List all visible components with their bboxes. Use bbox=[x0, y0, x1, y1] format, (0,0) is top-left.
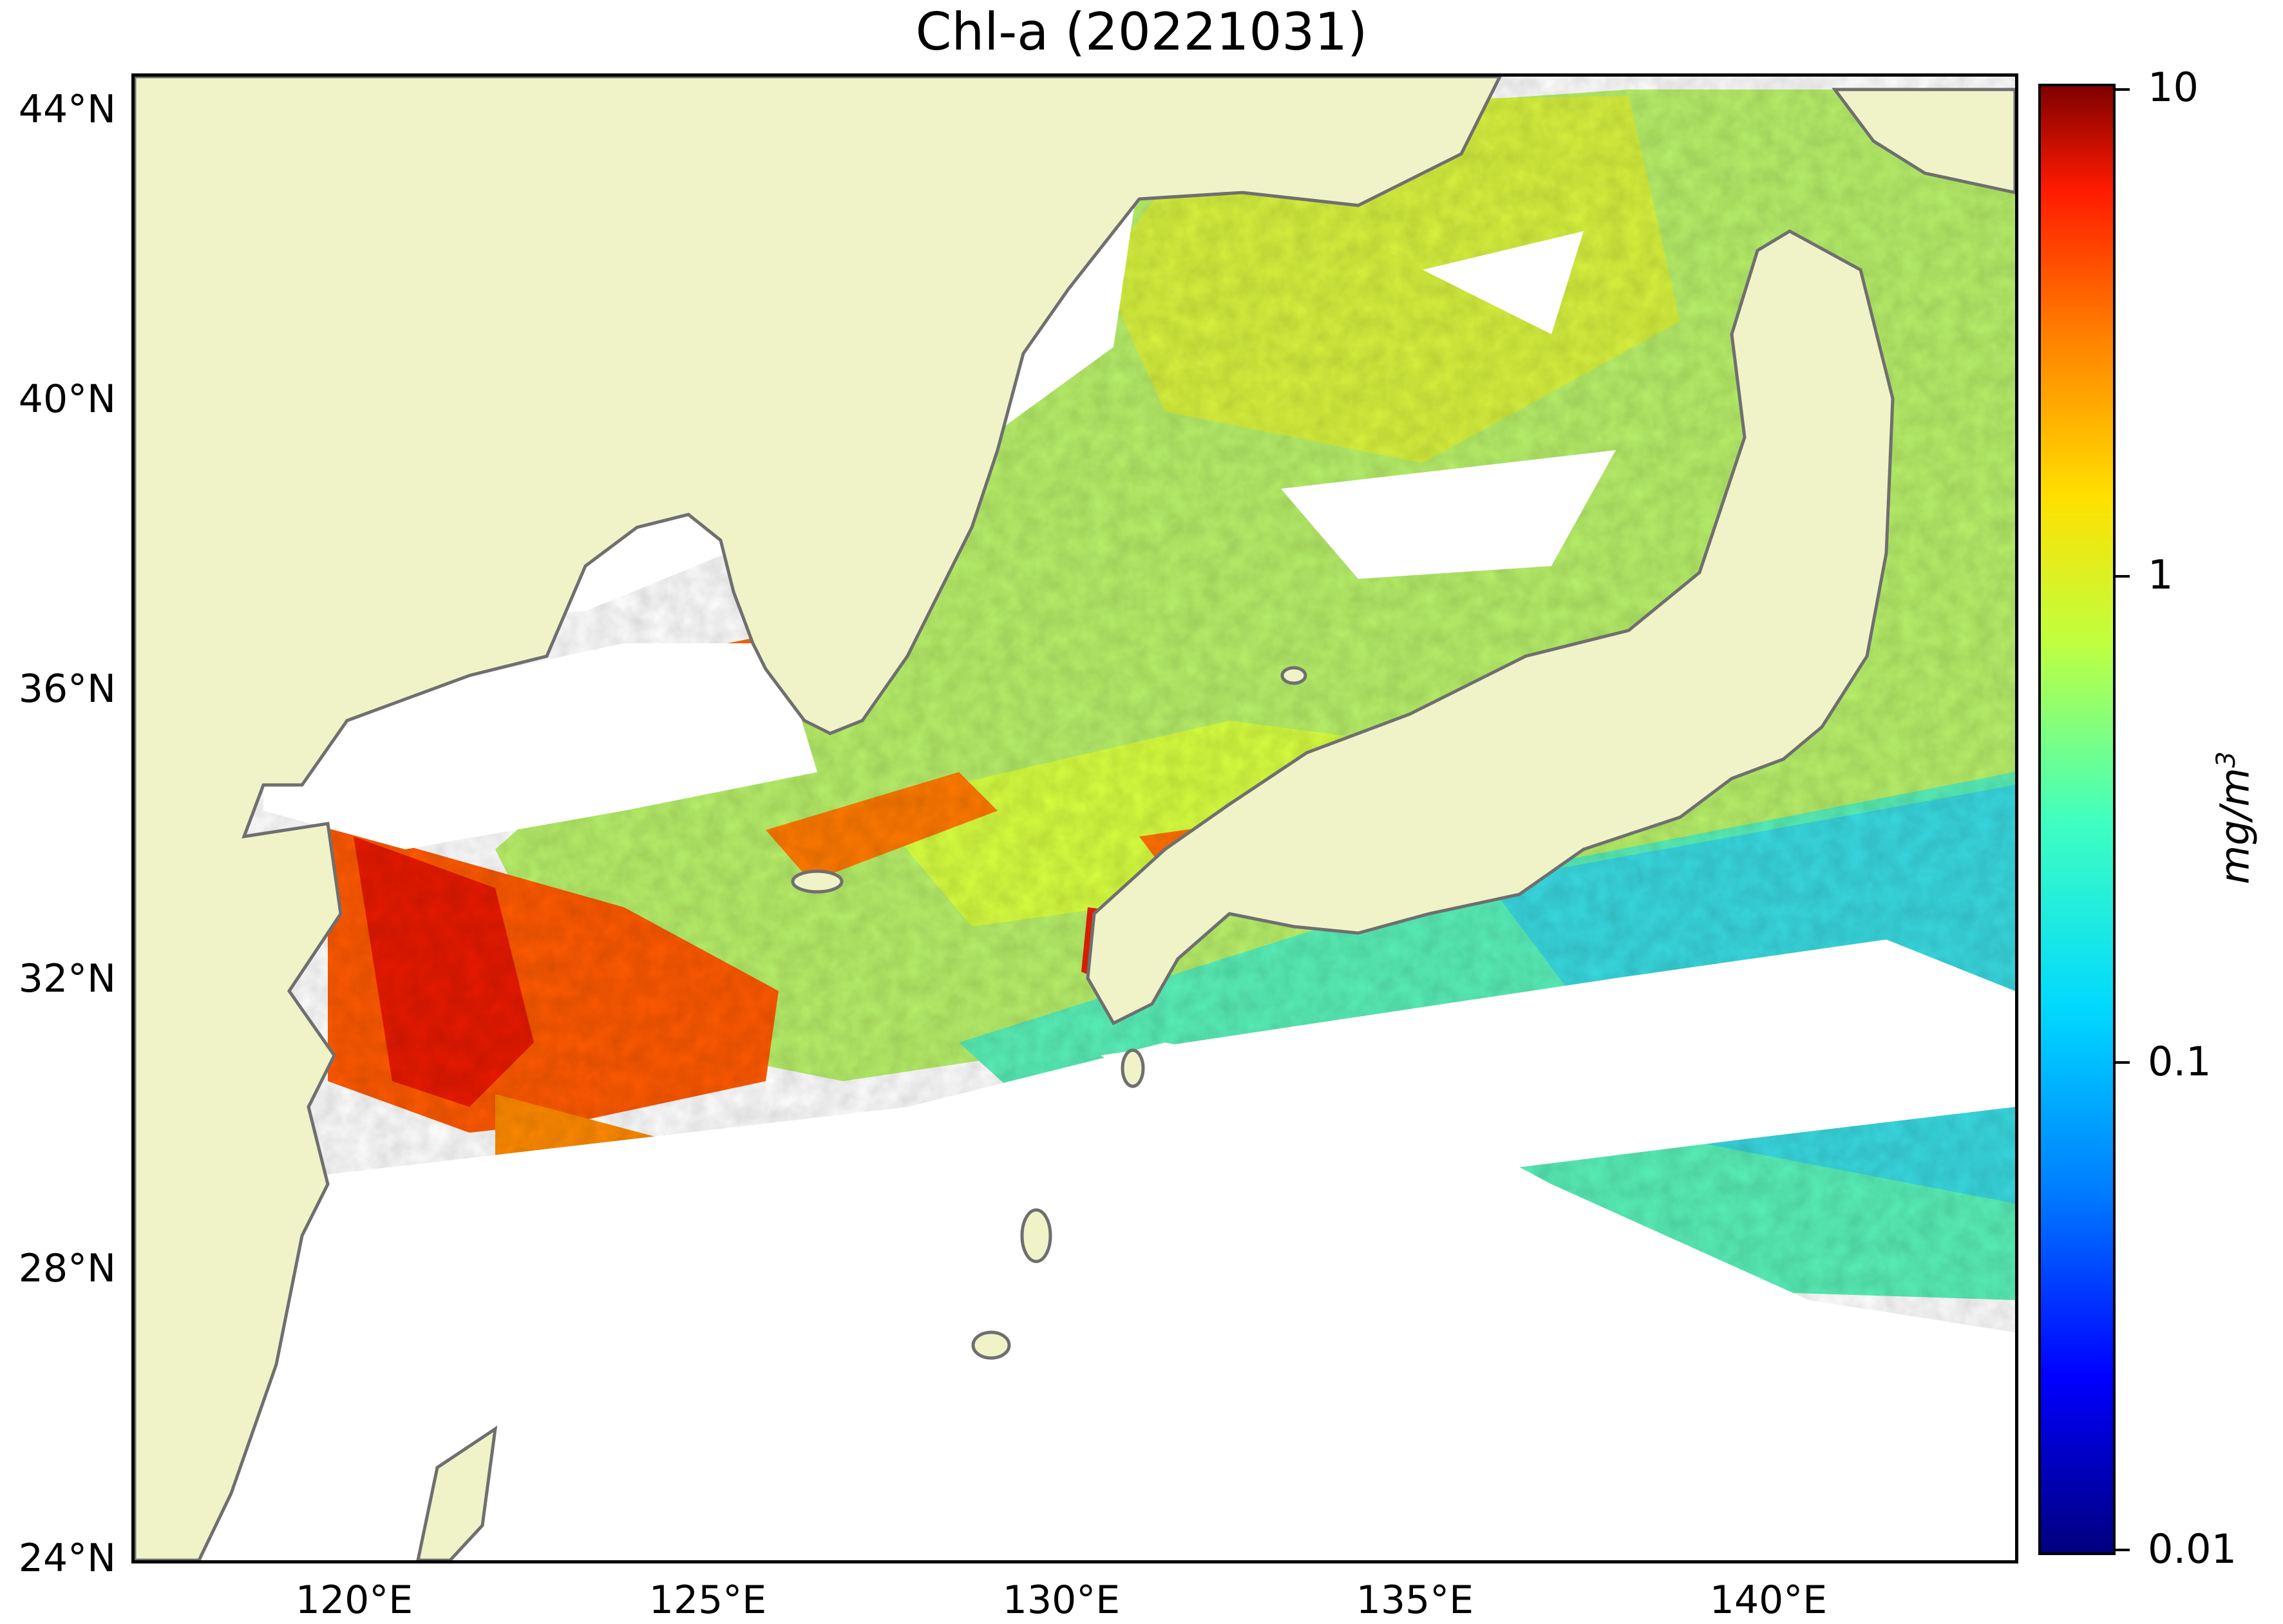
lon-label-130e: 130°E bbox=[1002, 1578, 1121, 1623]
colorbar-unit-label: mg/m3 bbox=[2211, 751, 2259, 885]
lon-label-135e: 135°E bbox=[1356, 1578, 1474, 1623]
map-title: Chl-a (20221031) bbox=[915, 2, 1368, 62]
colorbar-label-0-01: 0.01 bbox=[2148, 1525, 2237, 1572]
land bbox=[135, 77, 2015, 1560]
colorbar-label-10: 10 bbox=[2148, 64, 2199, 111]
colorbar-label-0-1: 0.1 bbox=[2148, 1038, 2212, 1085]
colorbar-tick-10 bbox=[2116, 88, 2130, 91]
lon-label-125e: 125°E bbox=[649, 1578, 767, 1623]
map-area[interactable] bbox=[131, 73, 2018, 1563]
lat-label-28n: 28°N bbox=[18, 1246, 116, 1291]
lon-label-140e: 140°E bbox=[1709, 1578, 1828, 1623]
colorbar-tick-1 bbox=[2116, 575, 2130, 578]
lat-label-40n: 40°N bbox=[18, 377, 116, 422]
lat-label-36n: 36°N bbox=[18, 666, 116, 712]
lon-label-120e: 120°E bbox=[295, 1578, 413, 1623]
colorbar-label-1: 1 bbox=[2148, 551, 2174, 598]
lat-label-32n: 32°N bbox=[18, 956, 116, 1001]
colorbar-tick-0-1 bbox=[2116, 1061, 2130, 1064]
colorbar bbox=[2038, 84, 2116, 1555]
lat-label-44n: 44°N bbox=[18, 87, 116, 132]
colorbar-tick-0-01 bbox=[2116, 1549, 2130, 1551]
lat-label-24n: 24°N bbox=[18, 1536, 116, 1581]
chlorophyll-map bbox=[135, 77, 2015, 1560]
